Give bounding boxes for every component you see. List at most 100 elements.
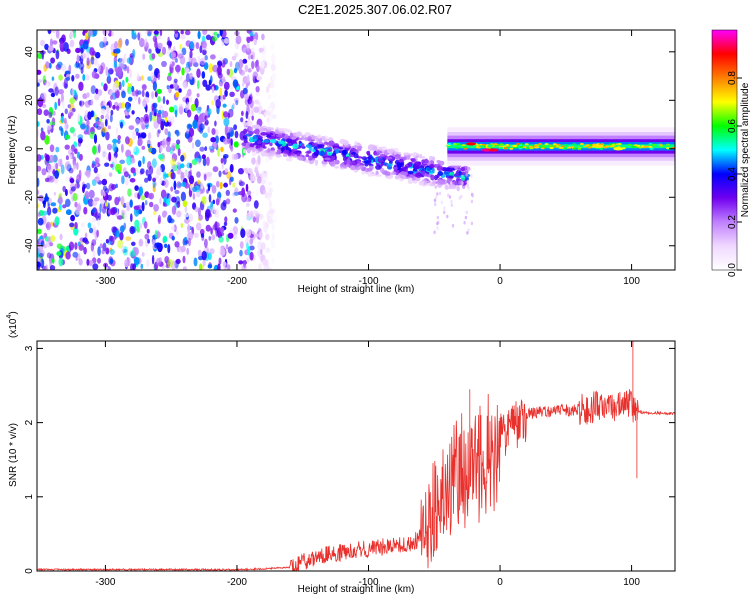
heatmap-cell [460,194,463,199]
heatmap-cell [256,75,263,81]
colorbar-bar [711,29,738,271]
heatmap-cell [199,186,206,194]
heatmap-cell [92,145,97,155]
heatmap-cell [196,171,201,178]
heatmap-cell [37,177,40,187]
heatmap-cell [218,236,224,243]
heatmap-cell [261,33,265,41]
heatmap-cell [91,208,96,214]
heatmap-cell [460,181,463,185]
heatmap-cell [114,48,121,54]
heatmap-cell [69,154,72,159]
heatmap-cell [212,36,218,42]
heatmap-cell [175,258,181,265]
heatmap-cell [37,228,42,235]
heatmap-cell [141,75,144,81]
heatmap-cell [340,162,345,166]
heatmap-cell [137,160,142,168]
heatmap-cell [91,163,95,169]
heatmap-cell [269,110,273,120]
heatmap-cell [245,229,252,237]
heatmap-cell [174,189,180,195]
heatmap-cell [68,109,74,117]
heatmap-cell [45,61,50,69]
heatmap-cell [159,197,162,205]
heatmap-cell [187,231,194,241]
heatmap-cell [88,260,94,266]
heatmap-cell [262,152,269,156]
heatmap-cell [186,109,192,118]
heatmap-cell [57,61,63,68]
heatmap-cell [186,101,190,111]
heatmap-cell [470,221,474,226]
heatmap-cell [463,220,466,225]
heatmap-cell [312,149,316,153]
heatmap-cell [95,88,99,95]
snr-y-tick-label: 0 [24,568,35,574]
heatmap-cell [255,59,259,67]
heatmap-cell [104,188,110,194]
heatmap-cell [585,144,590,147]
heatmap-cell [86,130,90,135]
heatmap-cell [49,38,53,48]
heatmap-cell [100,108,106,115]
heatmap-cell [79,236,84,245]
heatmap-cell [258,47,264,53]
heatmap-cell [249,136,254,143]
heatmap-cell [467,186,470,190]
heatmap-cell [310,135,315,140]
heatmap-cell [84,191,90,200]
spectrogram-frame [36,29,676,271]
heatmap-cell [199,146,205,152]
heatmap-cell [241,110,244,116]
heatmap-cell [252,30,256,36]
heatmap-cell [131,30,137,37]
heatmap-cell [132,263,136,270]
heatmap-cell [211,128,216,135]
heatmap-cell [37,261,41,268]
heatmap-cell [408,161,413,167]
heatmap-cell [202,132,208,138]
heatmap-cell [599,147,604,150]
heatmap-cell [239,241,244,249]
heatmap-cell [180,245,186,253]
heatmap-cell [183,82,187,90]
heatmap-cell [50,235,56,242]
heatmap-cell [187,88,192,97]
heatmap-cell [70,186,76,192]
heatmap-cell [125,103,131,113]
heatmap-cell [253,38,257,46]
heatmap-cell [397,162,402,168]
heatmap-cell [214,208,219,216]
spectrogram-y-tick-label: 0 [24,146,35,152]
heatmap-cell [128,125,135,130]
heatmap-cell [270,238,275,248]
heatmap-cell [168,87,172,94]
heatmap-cell [270,64,276,72]
heatmap-cell [208,236,212,241]
heatmap-cell [101,244,106,251]
chart-title: C2E1.2025.307.06.02.R07 [298,2,452,17]
snr-plot-area [37,341,675,571]
heatmap-cell [145,41,149,51]
heatmap-cell [434,185,437,189]
heatmap-cell [102,126,107,133]
heatmap-cell [223,38,230,44]
heatmap-cell [73,226,79,236]
heatmap-cell [72,193,78,202]
heatmap-cell [439,181,447,185]
heatmap-cell [219,87,223,97]
heatmap-cell [179,75,183,81]
heatmap-cell [94,212,99,219]
heatmap-cell [246,74,250,84]
heatmap-cell [115,183,118,189]
heatmap-cell [176,139,181,145]
heatmap-cell [499,143,504,146]
heatmap-cell [211,86,215,94]
heatmap-cell [196,106,202,114]
heatmap-cell [249,147,254,151]
heatmap-cell [117,138,121,144]
heatmap-cell [137,32,141,41]
heatmap-cell [118,164,122,173]
heatmap-cell [202,49,207,56]
